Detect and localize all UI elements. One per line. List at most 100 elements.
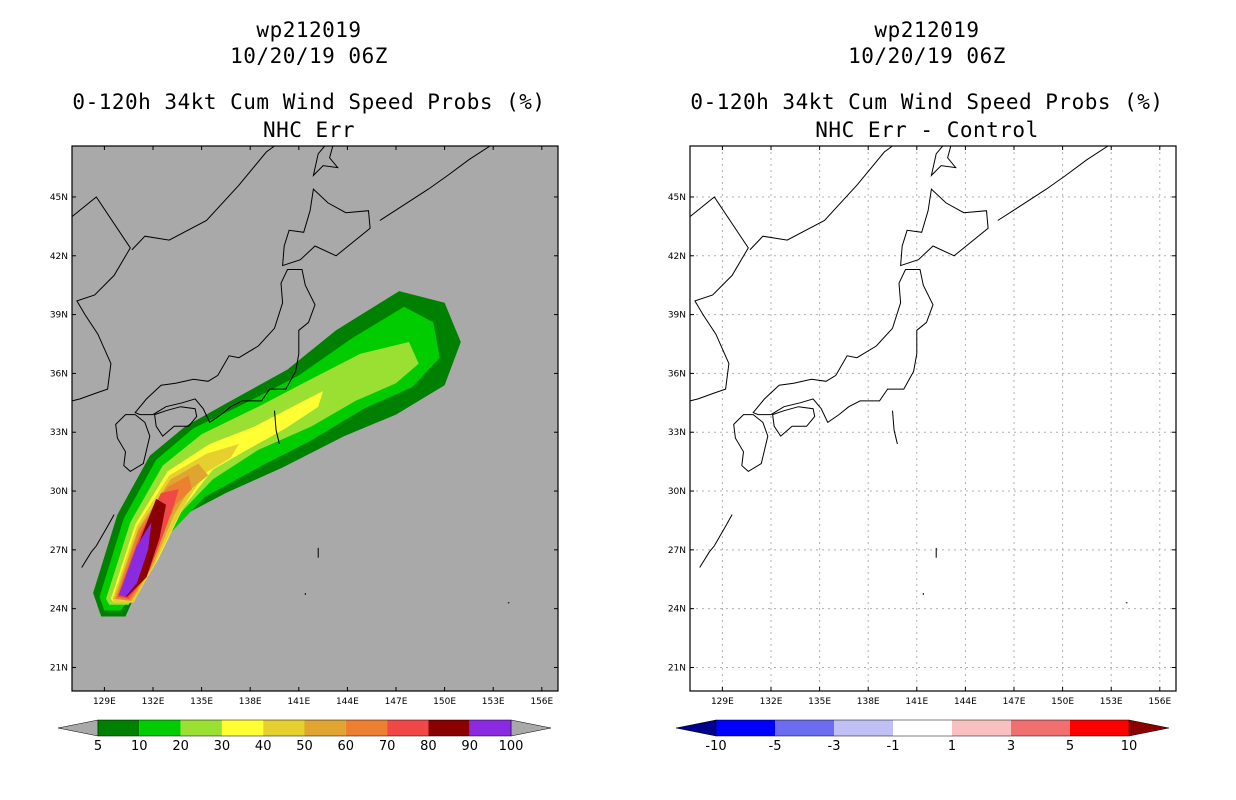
lon-label: 132E (142, 697, 165, 707)
lon-label: 147E (1003, 697, 1026, 707)
colorbar-outline (715, 719, 1130, 737)
coastline-kurils (379, 146, 491, 221)
colorbar-swatch (263, 720, 305, 736)
colorbar-swatch (469, 720, 511, 736)
lon-label: 141E (287, 697, 310, 707)
coastline-shikoku (154, 406, 198, 437)
subtitle: NHC Err (262, 118, 355, 142)
lat-label: 30N (50, 487, 68, 497)
colorbar-label: 20 (172, 739, 189, 754)
colorbar-over-arrow (1128, 719, 1170, 737)
coastline-sakhalin (930, 146, 957, 177)
colorbar-label: 1 (948, 739, 956, 754)
map-frame (689, 145, 1177, 692)
prob-contour-20 (106, 342, 419, 605)
colorbar-label: -5 (769, 739, 782, 754)
colorbar-swatch (387, 720, 429, 736)
map-background (690, 146, 1176, 691)
lon-label: 138E (239, 697, 262, 707)
colorbar-swatch (345, 720, 388, 736)
probability-map: 45N 42N 39N 36N 33N 30N 27N 24N 21N 129E 132E 135E 1… (50, 145, 559, 754)
lon-label: 150E (1051, 697, 1074, 707)
lat-label: 30N (668, 487, 686, 497)
colorbar-label: 50 (296, 739, 313, 754)
colorbar-label: 10 (1121, 739, 1138, 754)
colorbar-label: 30 (214, 739, 231, 754)
colorbar-swatch (180, 720, 222, 736)
colorbar-label: 90 (461, 739, 478, 754)
lon-label: 129E (93, 697, 116, 707)
lon-label: 135E (190, 697, 213, 707)
colorbar-swatch (221, 720, 264, 736)
coastline-mainland (690, 196, 749, 402)
colorbar-label: -1 (887, 739, 900, 754)
colorbar-label: -10 (705, 739, 726, 754)
colorbar-swatch (1070, 720, 1129, 736)
colorbar-label: 5 (1066, 739, 1074, 754)
difference-map: 45N 42N 39N 36N 33N 30N 27N 24N 21N 129E 132E 135E 1… (668, 145, 1177, 754)
lon-label: 129E (711, 697, 734, 707)
colorbar-label: 10 (131, 739, 148, 754)
subtitle: NHC Err - Control (815, 118, 1039, 142)
right-panel: wp212019 10/20/19 06Z 0-120h 34kt Cum Wi… (618, 0, 1236, 800)
lat-label: 39N (50, 311, 68, 321)
coastline-hokkaido (900, 188, 989, 267)
lon-label: 138E (857, 697, 880, 707)
datetime-title: 10/20/19 06Z (848, 44, 1006, 68)
lat-label: 45N (668, 193, 686, 203)
colorbar-swatch (893, 720, 952, 736)
lon-label: 141E (905, 697, 928, 707)
coastline-ryukyu (699, 514, 733, 568)
colorbar-under-arrow (57, 719, 99, 737)
colorbar-label: -3 (828, 739, 841, 754)
colorbar-label: 40 (255, 739, 272, 754)
product-title: 0-120h 34kt Cum Wind Speed Probs (%) (72, 90, 546, 114)
lon-label: 132E (760, 697, 783, 707)
storm-id-title: wp212019 (874, 18, 980, 42)
colorbar-swatch (139, 720, 181, 736)
colorbar-label: 100 (499, 739, 524, 754)
product-title: 0-120h 34kt Cum Wind Speed Probs (%) (690, 90, 1164, 114)
coastline-mainland_north (131, 146, 275, 251)
coastline-izu (892, 410, 898, 445)
lat-label: 24N (50, 605, 68, 615)
lat-label: 39N (668, 311, 686, 321)
lat-label: 24N (668, 605, 686, 615)
coastline-honshu (134, 269, 316, 424)
lon-label: 156E (530, 697, 553, 707)
colorbar-label: 3 (1007, 739, 1015, 754)
lon-label: 135E (808, 697, 831, 707)
colorbar-under-arrow (675, 719, 717, 737)
lon-label: 153E (1100, 697, 1123, 707)
lat-label: 42N (668, 252, 686, 262)
lon-label: 144E (336, 697, 359, 707)
colorbar-swatch (98, 720, 140, 736)
storm-id-title: wp212019 (256, 18, 362, 42)
datetime-title: 10/20/19 06Z (230, 44, 388, 68)
coastline-sakhalin (312, 146, 339, 177)
colorbar-swatch (952, 720, 1011, 736)
prob-contour-90 (119, 522, 152, 597)
lon-label: 150E (433, 697, 456, 707)
lat-label: 36N (668, 369, 686, 379)
coastline-honshu (752, 269, 934, 424)
coastline-mainland_north (749, 146, 893, 251)
colorbar-swatch (1011, 720, 1070, 736)
lat-label: 21N (668, 663, 686, 673)
coastline-mainland (72, 196, 131, 402)
coastline-kyushu (733, 414, 769, 473)
lat-label: 42N (50, 252, 68, 262)
lat-label: 45N (50, 193, 68, 203)
lat-label: 33N (668, 428, 686, 438)
coastline-izu (274, 410, 280, 445)
lon-label: 153E (482, 697, 505, 707)
lat-label: 36N (50, 369, 68, 379)
colorbar-swatch (775, 720, 834, 736)
lon-label: 156E (1148, 697, 1171, 707)
coastline-hokkaido (282, 188, 371, 267)
colorbar-label: 70 (379, 739, 396, 754)
map-frame (71, 145, 559, 692)
coastline-kyushu (115, 414, 151, 473)
lat-label: 27N (668, 546, 686, 556)
lat-label: 33N (50, 428, 68, 438)
